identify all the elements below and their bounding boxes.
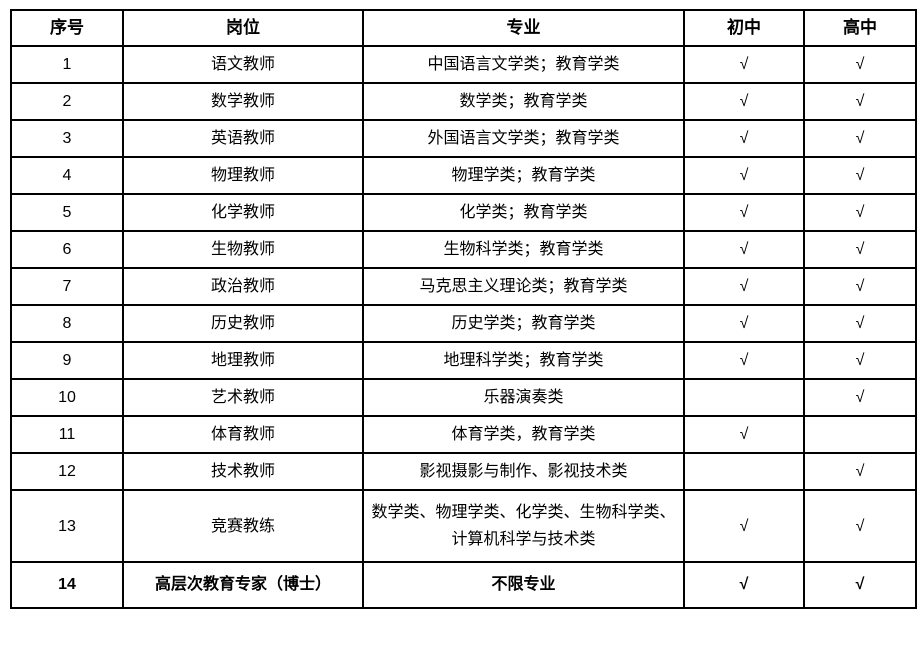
header-major: 专业 <box>362 9 685 47</box>
cell-position: 艺术教师 <box>122 378 364 417</box>
cell-senior-checkmark: √ <box>803 489 917 563</box>
cell-position: 化学教师 <box>122 193 364 232</box>
cell-position: 数学教师 <box>122 82 364 121</box>
cell-senior-checkmark: √ <box>803 119 917 158</box>
table-row: 1 语文教师 中国语言文学类；教育学类 √ √ <box>10 45 917 84</box>
cell-junior-checkmark: √ <box>683 304 805 343</box>
header-serial-number: 序号 <box>10 9 124 47</box>
cell-senior-checkmark: √ <box>803 341 917 380</box>
cell-no: 2 <box>10 82 124 121</box>
table-row: 13 竞赛教练 数学类、物理学类、化学类、生物科学类、计算机科学与技术类 √ √ <box>10 489 917 563</box>
cell-major: 影视摄影与制作、影视技术类 <box>362 452 685 491</box>
cell-junior-checkmark: √ <box>683 489 805 563</box>
cell-no: 12 <box>10 452 124 491</box>
table-row: 3 英语教师 外国语言文学类；教育学类 √ √ <box>10 119 917 158</box>
cell-junior-checkmark: √ <box>683 341 805 380</box>
cell-position: 语文教师 <box>122 45 364 84</box>
cell-position: 高层次教育专家（博士） <box>122 561 364 609</box>
cell-senior <box>803 415 917 454</box>
cell-junior-checkmark: √ <box>683 230 805 269</box>
cell-no: 8 <box>10 304 124 343</box>
cell-junior-checkmark: √ <box>683 156 805 195</box>
recruitment-table: 序号 岗位 专业 初中 高中 1 语文教师 中国语言文学类；教育学类 √ √ 2 数学教师数… <box>10 9 917 609</box>
cell-major: 历史学类；教育学类 <box>362 304 685 343</box>
cell-senior-checkmark: √ <box>803 561 917 609</box>
cell-major: 体育学类，教育学类 <box>362 415 685 454</box>
cell-senior-checkmark: √ <box>803 378 917 417</box>
cell-junior <box>683 378 805 417</box>
cell-no: 9 <box>10 341 124 380</box>
cell-major: 物理学类；教育学类 <box>362 156 685 195</box>
cell-position: 政治教师 <box>122 267 364 306</box>
table-row: 6 生物教师 生物科学类；教育学类 √ √ <box>10 230 917 269</box>
cell-senior-checkmark: √ <box>803 193 917 232</box>
table-row: 8 历史教师 历史学类；教育学类 √ √ <box>10 304 917 343</box>
cell-position: 体育教师 <box>122 415 364 454</box>
cell-major: 数学类、物理学类、化学类、生物科学类、计算机科学与技术类 <box>362 489 685 563</box>
table-row: 14 高层次教育专家（博士） 不限专业 √ √ <box>10 561 917 609</box>
cell-junior-checkmark: √ <box>683 193 805 232</box>
cell-major: 不限专业 <box>362 561 685 609</box>
cell-senior-checkmark: √ <box>803 82 917 121</box>
cell-junior-checkmark: √ <box>683 119 805 158</box>
cell-no: 4 <box>10 156 124 195</box>
table-row: 2 数学教师 数学类；教育学类 √ √ <box>10 82 917 121</box>
cell-senior-checkmark: √ <box>803 304 917 343</box>
cell-no: 11 <box>10 415 124 454</box>
header-senior-high: 高中 <box>803 9 917 47</box>
table-row: 10 艺术教师 乐器演奏类 √ <box>10 378 917 417</box>
cell-major: 外国语言文学类；教育学类 <box>362 119 685 158</box>
cell-senior-checkmark: √ <box>803 267 917 306</box>
table-header-row: 序号 岗位 专业 初中 高中 <box>10 9 917 47</box>
cell-position: 历史教师 <box>122 304 364 343</box>
cell-senior-checkmark: √ <box>803 452 917 491</box>
header-position: 岗位 <box>122 9 364 47</box>
cell-major: 化学类；教育学类 <box>362 193 685 232</box>
table-row: 5 化学教师 化学类；教育学类 √ √ <box>10 193 917 232</box>
table-row: 11 体育教师 体育学类，教育学类 √ <box>10 415 917 454</box>
cell-junior <box>683 452 805 491</box>
cell-position: 技术教师 <box>122 452 364 491</box>
cell-no: 1 <box>10 45 124 84</box>
cell-no: 5 <box>10 193 124 232</box>
cell-junior-checkmark: √ <box>683 82 805 121</box>
cell-position: 竞赛教练 <box>122 489 364 563</box>
cell-major: 生物科学类；教育学类 <box>362 230 685 269</box>
cell-junior-checkmark: √ <box>683 415 805 454</box>
table-row: 7 政治教师 马克思主义理论类；教育学类 √ √ <box>10 267 917 306</box>
table-row: 12 技术教师 影视摄影与制作、影视技术类 √ <box>10 452 917 491</box>
cell-major: 乐器演奏类 <box>362 378 685 417</box>
cell-major: 马克思主义理论类；教育学类 <box>362 267 685 306</box>
cell-position: 地理教师 <box>122 341 364 380</box>
cell-no: 13 <box>10 489 124 563</box>
cell-major: 地理科学类；教育学类 <box>362 341 685 380</box>
cell-position: 生物教师 <box>122 230 364 269</box>
cell-major: 中国语言文学类；教育学类 <box>362 45 685 84</box>
cell-position: 英语教师 <box>122 119 364 158</box>
cell-position: 物理教师 <box>122 156 364 195</box>
cell-no: 3 <box>10 119 124 158</box>
cell-senior-checkmark: √ <box>803 230 917 269</box>
table-row: 9 地理教师 地理科学类；教育学类 √ √ <box>10 341 917 380</box>
cell-junior-checkmark: √ <box>683 45 805 84</box>
table-row: 4 物理教师 物理学类；教育学类 √ √ <box>10 156 917 195</box>
cell-no: 6 <box>10 230 124 269</box>
cell-senior-checkmark: √ <box>803 156 917 195</box>
table-body: 1 语文教师 中国语言文学类；教育学类 √ √ 2 数学教师 数学类；教育学类 √ √ 3 英语教师外… <box>10 45 917 609</box>
cell-junior-checkmark: √ <box>683 561 805 609</box>
cell-junior-checkmark: √ <box>683 267 805 306</box>
cell-no: 14 <box>10 561 124 609</box>
cell-senior-checkmark: √ <box>803 45 917 84</box>
cell-no: 10 <box>10 378 124 417</box>
cell-no: 7 <box>10 267 124 306</box>
cell-major: 数学类；教育学类 <box>362 82 685 121</box>
header-junior-high: 初中 <box>683 9 805 47</box>
